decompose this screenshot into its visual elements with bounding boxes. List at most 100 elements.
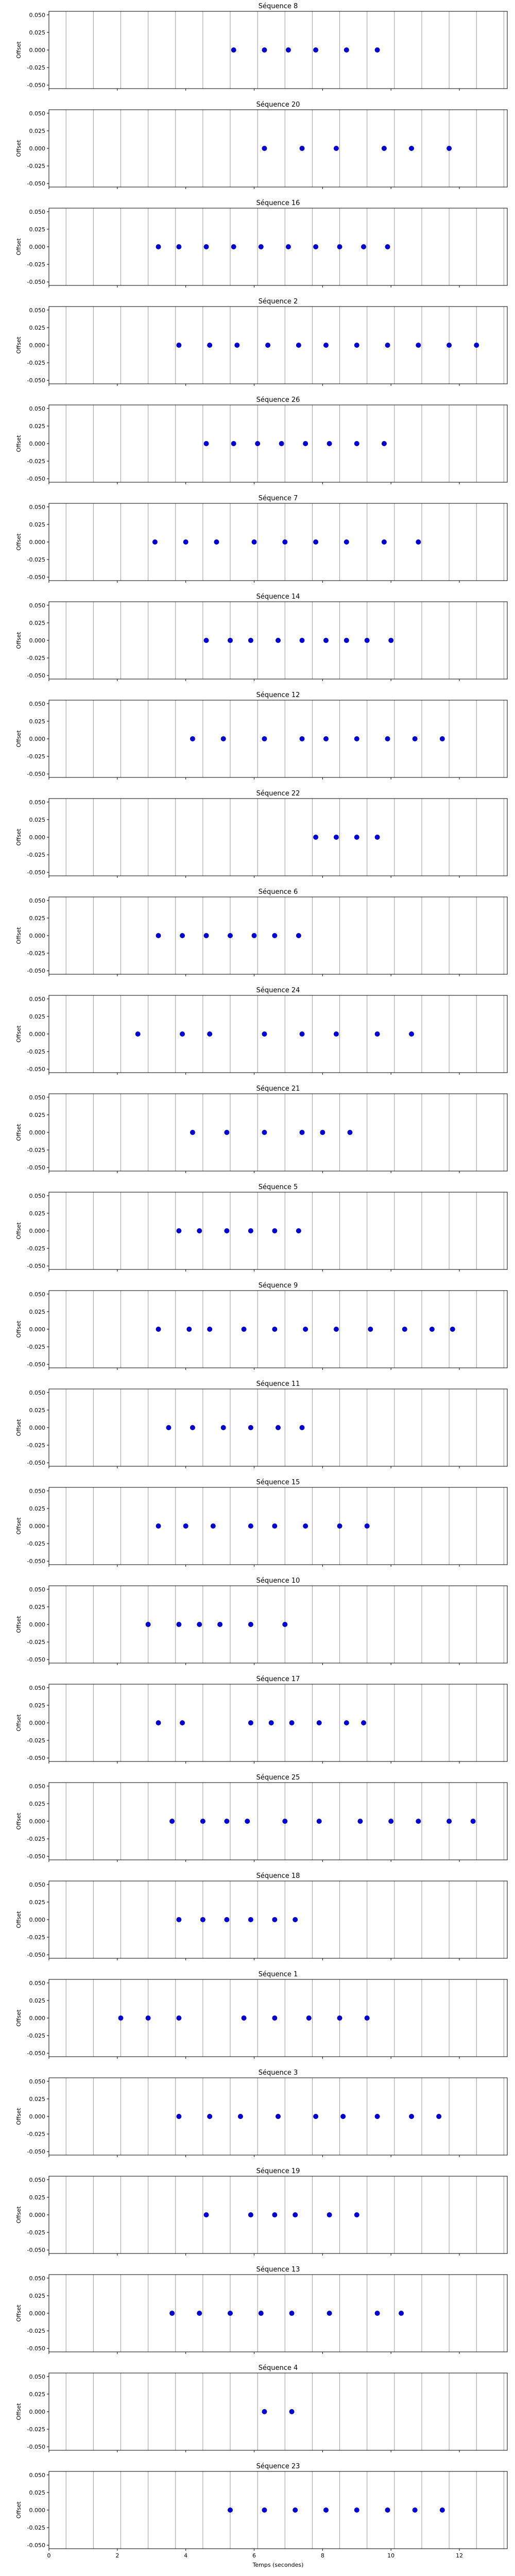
point: [296, 1228, 301, 1233]
point: [357, 1819, 363, 1824]
point: [262, 2507, 267, 2513]
point: [228, 2507, 233, 2513]
axes-frame: [48, 1290, 508, 1368]
y-tick-label: -0.050: [27, 1656, 45, 1663]
panel-title: Séquence 6: [259, 888, 298, 896]
panel-title: Séquence 7: [259, 495, 298, 502]
point: [248, 1622, 253, 1627]
y-tick-label: -0.025: [27, 1737, 45, 1744]
point: [344, 1720, 349, 1725]
y-tick-label: 0.050: [29, 2275, 46, 2282]
point: [285, 244, 291, 249]
panel-title: Séquence 3: [259, 2069, 298, 2077]
point: [340, 2114, 346, 2119]
point: [313, 47, 319, 53]
x-tick-label: 0: [47, 2552, 51, 2559]
y-axis-label: Offset: [15, 2009, 22, 2027]
point: [344, 638, 349, 643]
panel-title: Séquence 14: [256, 593, 300, 601]
y-tick-label: 0.025: [29, 2096, 46, 2103]
point: [265, 343, 271, 348]
point: [248, 2212, 253, 2217]
y-tick-label: -0.050: [27, 2148, 45, 2155]
y-axis-label: Offset: [15, 336, 22, 354]
y-tick-label: 0.025: [29, 128, 46, 134]
point: [231, 47, 236, 53]
point: [447, 343, 452, 348]
y-tick-label: 0.000: [29, 2507, 46, 2514]
point: [241, 2015, 247, 2021]
y-tick-label: 0.025: [29, 2391, 46, 2398]
y-axis-label: Offset: [15, 828, 22, 846]
point: [258, 244, 264, 249]
point: [231, 441, 236, 446]
y-tick-label: -0.050: [27, 1066, 45, 1073]
point: [248, 638, 253, 643]
y-tick-label: 0.050: [29, 996, 46, 1003]
y-tick-label: -0.025: [27, 2426, 45, 2433]
point: [145, 2015, 151, 2021]
point: [203, 244, 209, 249]
point: [190, 1425, 195, 1430]
point: [337, 1523, 342, 1529]
y-tick-label: 0.050: [29, 209, 46, 215]
y-tick-label: 0.050: [29, 799, 46, 806]
y-tick-label: 0.025: [29, 226, 46, 233]
point: [234, 343, 240, 348]
y-axis-label: Offset: [15, 730, 22, 748]
y-tick-label: -0.025: [27, 1540, 45, 1547]
point: [251, 933, 257, 938]
point: [333, 146, 339, 151]
y-tick-label: 0.050: [29, 897, 46, 904]
point: [186, 1327, 192, 1332]
point: [354, 343, 359, 348]
point: [282, 1819, 288, 1824]
y-tick-label: 0.025: [29, 1604, 46, 1611]
point: [333, 835, 339, 840]
point: [293, 2212, 298, 2217]
point: [190, 1130, 195, 1135]
point: [176, 244, 182, 249]
y-tick-label: -0.050: [27, 2050, 45, 2057]
point: [474, 343, 479, 348]
y-tick-label: 0.000: [29, 342, 46, 349]
point: [272, 1917, 278, 1922]
y-tick-label: 0.050: [29, 1783, 46, 1790]
point: [354, 835, 359, 840]
point: [169, 1819, 175, 1824]
y-axis-label: Offset: [15, 1320, 22, 1338]
y-tick-label: 0.025: [29, 2293, 46, 2299]
y-tick-label: -0.025: [27, 1934, 45, 1941]
y-tick-label: -0.050: [27, 180, 45, 187]
point: [210, 1523, 216, 1529]
y-tick-label: 0.000: [29, 933, 46, 939]
y-axis-label: Offset: [15, 927, 22, 944]
y-axis-label: Offset: [15, 2108, 22, 2125]
y-tick-label: 0.050: [29, 2472, 46, 2479]
point: [276, 638, 281, 643]
y-axis-label: Offset: [15, 1124, 22, 1141]
panel-title: Séquence 2: [259, 298, 298, 306]
point: [224, 1228, 230, 1233]
point: [224, 1917, 230, 1922]
axes-frame: [48, 208, 508, 286]
y-tick-label: -0.050: [27, 1164, 45, 1171]
y-axis-label: Offset: [15, 2206, 22, 2224]
y-tick-label: 0.025: [29, 1013, 46, 1020]
point: [388, 1819, 394, 1824]
y-tick-label: 0.000: [29, 145, 46, 152]
point: [303, 1327, 308, 1332]
axes-frame: [48, 2077, 508, 2156]
panel-title: Séquence 1: [259, 1971, 298, 1978]
point: [361, 244, 367, 249]
point: [262, 47, 267, 53]
axes-frame: [48, 2274, 508, 2352]
point: [323, 2507, 329, 2513]
y-axis-label: Offset: [15, 41, 22, 59]
y-tick-label: 0.050: [29, 405, 46, 412]
y-tick-label: 0.000: [29, 2310, 46, 2317]
y-tick-label: 0.000: [29, 1129, 46, 1136]
point: [344, 539, 349, 545]
point: [262, 736, 267, 741]
y-tick-label: -0.025: [27, 1442, 45, 1449]
